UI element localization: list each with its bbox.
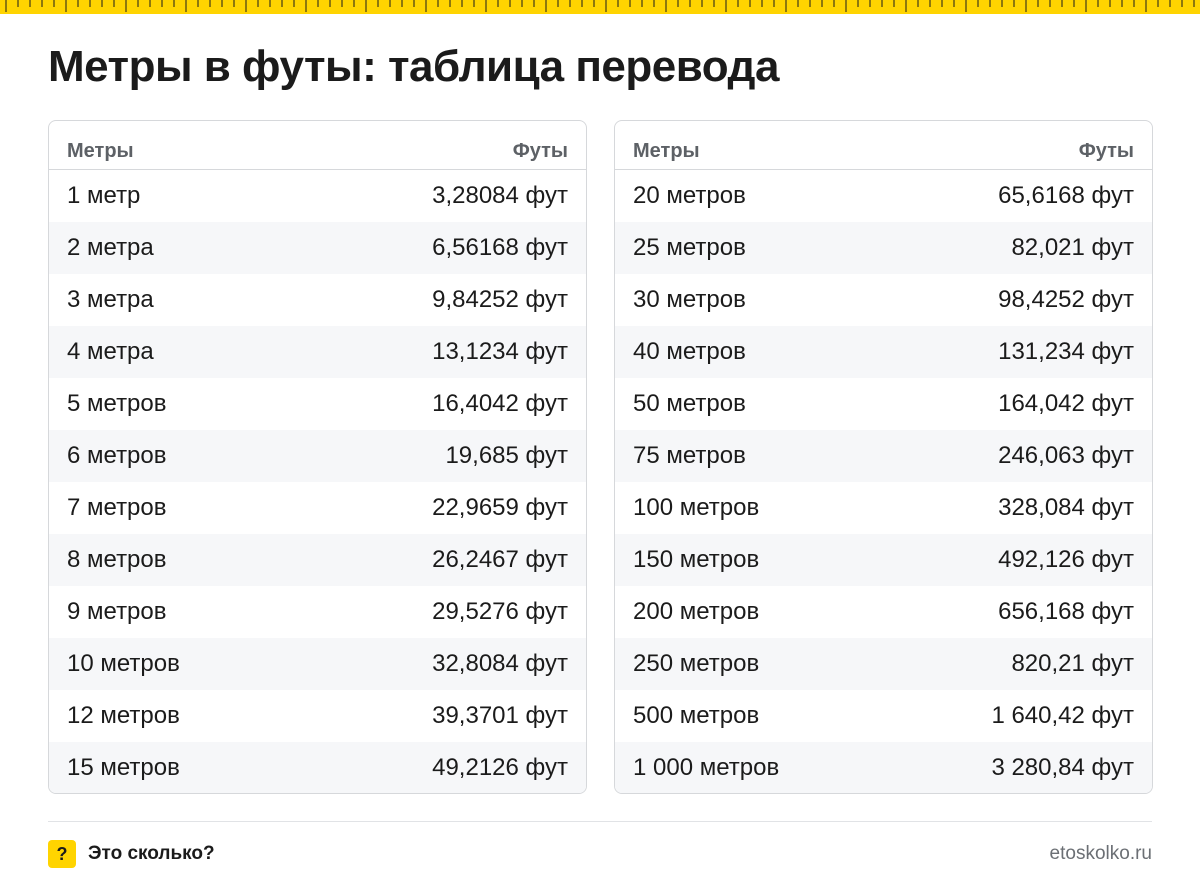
- meters-cell: 15 метров: [67, 754, 180, 781]
- column-header-feet: Футы: [512, 140, 568, 162]
- feet-cell: 3,28084 фут: [432, 182, 568, 209]
- meters-cell: 6 метров: [67, 442, 167, 469]
- feet-cell: 26,2467 фут: [432, 546, 568, 573]
- feet-cell: 820,21 фут: [1011, 650, 1134, 677]
- feet-cell: 656,168 фут: [998, 598, 1134, 625]
- conversion-table-right: Метры Футы 20 метров 65,6168 фут 25 метров…: [614, 120, 1153, 794]
- meters-cell: 100 метров: [633, 494, 760, 521]
- feet-cell: 1 640,42 фут: [991, 702, 1134, 729]
- feet-cell: 164,042 фут: [998, 390, 1134, 417]
- table-row: 5 метров 16,4042 фут: [49, 378, 586, 430]
- table-body: 20 метров 65,6168 фут 25 метров 82,021 фут 3…: [615, 170, 1152, 793]
- feet-cell: 65,6168 фут: [998, 182, 1134, 209]
- table-row: 15 метров 49,2126 фут: [49, 742, 586, 793]
- meters-cell: 3 метра: [67, 286, 154, 313]
- table-row: 4 метра 13,1234 фут: [49, 326, 586, 378]
- table-row: 8 метров 26,2467 фут: [49, 534, 586, 586]
- meters-cell: 1 000 метров: [633, 754, 780, 781]
- brand-name: Это сколько?: [88, 843, 215, 864]
- table-row: 3 метра 9,84252 фут: [49, 274, 586, 326]
- meters-cell: 12 метров: [67, 702, 180, 729]
- feet-cell: 19,685 фут: [445, 442, 568, 469]
- feet-cell: 98,4252 фут: [998, 286, 1134, 313]
- footer-divider: [48, 821, 1152, 822]
- feet-cell: 328,084 фут: [998, 494, 1134, 521]
- feet-cell: 39,3701 фут: [432, 702, 568, 729]
- ruler-ticks: [5, 0, 1195, 12]
- meters-cell: 200 метров: [633, 598, 760, 625]
- table-header: Метры Футы: [49, 121, 586, 170]
- table-row: 500 метров 1 640,42 фут: [615, 690, 1152, 742]
- table-row: 6 метров 19,685 фут: [49, 430, 586, 482]
- table-row: 20 метров 65,6168 фут: [615, 170, 1152, 222]
- table-row: 12 метров 39,3701 фут: [49, 690, 586, 742]
- column-header-feet: Футы: [1078, 140, 1134, 162]
- column-header-meters: Метры: [67, 140, 134, 162]
- table-row: 2 метра 6,56168 фут: [49, 222, 586, 274]
- meters-cell: 250 метров: [633, 650, 760, 677]
- feet-cell: 32,8084 фут: [432, 650, 568, 677]
- table-row: 25 метров 82,021 фут: [615, 222, 1152, 274]
- table-row: 75 метров 246,063 фут: [615, 430, 1152, 482]
- feet-cell: 82,021 фут: [1011, 234, 1134, 261]
- table-row: 50 метров 164,042 фут: [615, 378, 1152, 430]
- meters-cell: 50 метров: [633, 390, 746, 417]
- table-row: 40 метров 131,234 фут: [615, 326, 1152, 378]
- meters-cell: 1 метр: [67, 182, 141, 209]
- meters-cell: 7 метров: [67, 494, 167, 521]
- feet-cell: 131,234 фут: [998, 338, 1134, 365]
- table-row: 9 метров 29,5276 фут: [49, 586, 586, 638]
- meters-cell: 75 метров: [633, 442, 746, 469]
- meters-cell: 9 метров: [67, 598, 167, 625]
- table-header: Метры Футы: [615, 121, 1152, 170]
- meters-cell: 20 метров: [633, 182, 746, 209]
- meters-cell: 150 метров: [633, 546, 760, 573]
- meters-cell: 10 метров: [67, 650, 180, 677]
- feet-cell: 6,56168 фут: [432, 234, 568, 261]
- feet-cell: 3 280,84 фут: [991, 754, 1134, 781]
- table-row: 100 метров 328,084 фут: [615, 482, 1152, 534]
- table-body: 1 метр 3,28084 фут 2 метра 6,56168 фут 3 мет…: [49, 170, 586, 793]
- feet-cell: 13,1234 фут: [432, 338, 568, 365]
- meters-cell: 40 метров: [633, 338, 746, 365]
- question-mark-icon: ?: [48, 840, 76, 868]
- meters-cell: 25 метров: [633, 234, 746, 261]
- feet-cell: 9,84252 фут: [432, 286, 568, 313]
- feet-cell: 49,2126 фут: [432, 754, 568, 781]
- conversion-table-left: Метры Футы 1 метр 3,28084 фут 2 метра 6,561…: [48, 120, 587, 794]
- page-title: Метры в футы: таблица перевода: [48, 42, 779, 91]
- table-row: 200 метров 656,168 фут: [615, 586, 1152, 638]
- meters-cell: 8 метров: [67, 546, 167, 573]
- table-row: 10 метров 32,8084 фут: [49, 638, 586, 690]
- table-row: 150 метров 492,126 фут: [615, 534, 1152, 586]
- feet-cell: 246,063 фут: [998, 442, 1134, 469]
- meters-cell: 5 метров: [67, 390, 167, 417]
- feet-cell: 16,4042 фут: [432, 390, 568, 417]
- table-row: 1 метр 3,28084 фут: [49, 170, 586, 222]
- table-row: 7 метров 22,9659 фут: [49, 482, 586, 534]
- table-row: 30 метров 98,4252 фут: [615, 274, 1152, 326]
- meters-cell: 500 метров: [633, 702, 760, 729]
- table-row: 1 000 метров 3 280,84 фут: [615, 742, 1152, 793]
- feet-cell: 492,126 фут: [998, 546, 1134, 573]
- feet-cell: 29,5276 фут: [432, 598, 568, 625]
- column-header-meters: Метры: [633, 140, 700, 162]
- table-row: 250 метров 820,21 фут: [615, 638, 1152, 690]
- ruler-strip: [0, 0, 1200, 14]
- meters-cell: 30 метров: [633, 286, 746, 313]
- site-url[interactable]: etoskolko.ru: [1049, 843, 1152, 864]
- feet-cell: 22,9659 фут: [432, 494, 568, 521]
- meters-cell: 4 метра: [67, 338, 154, 365]
- meters-cell: 2 метра: [67, 234, 154, 261]
